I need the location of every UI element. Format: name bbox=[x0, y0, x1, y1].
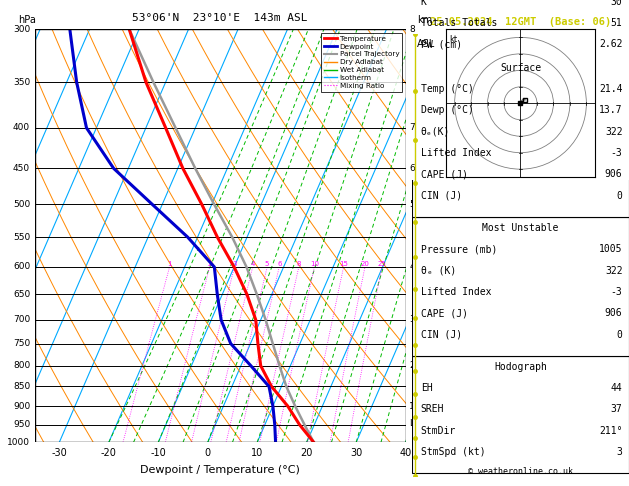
Text: 21.4: 21.4 bbox=[599, 84, 623, 94]
Legend: Temperature, Dewpoint, Parcel Trajectory, Dry Adiabat, Wet Adiabat, Isotherm, Mi: Temperature, Dewpoint, Parcel Trajectory… bbox=[321, 33, 402, 92]
Text: 30: 30 bbox=[350, 449, 362, 458]
Text: ASL: ASL bbox=[417, 39, 435, 50]
Text: -3: -3 bbox=[611, 287, 623, 297]
Text: 40: 40 bbox=[399, 449, 412, 458]
Text: 3: 3 bbox=[409, 315, 415, 324]
Text: 10: 10 bbox=[251, 449, 264, 458]
Text: 1000: 1000 bbox=[7, 438, 30, 447]
Bar bbox=[412, 356, 629, 473]
Text: Dewpoint / Temperature (°C): Dewpoint / Temperature (°C) bbox=[140, 465, 300, 475]
Text: 7: 7 bbox=[409, 123, 415, 132]
Text: km: km bbox=[417, 15, 432, 25]
Text: 300: 300 bbox=[13, 25, 30, 34]
Text: 51: 51 bbox=[611, 18, 623, 28]
Text: 650: 650 bbox=[13, 290, 30, 299]
Text: -30: -30 bbox=[52, 449, 67, 458]
Text: 53°06'N  23°10'E  143m ASL: 53°06'N 23°10'E 143m ASL bbox=[132, 13, 308, 23]
Text: CIN (J): CIN (J) bbox=[421, 330, 462, 340]
Text: StmDir: StmDir bbox=[421, 426, 456, 435]
Text: 2: 2 bbox=[409, 361, 415, 370]
Text: Lifted Index: Lifted Index bbox=[421, 287, 491, 297]
Text: Dewp (°C): Dewp (°C) bbox=[421, 105, 474, 116]
Bar bbox=[412, 217, 629, 356]
Text: 500: 500 bbox=[13, 200, 30, 209]
Text: 5: 5 bbox=[265, 261, 269, 267]
Text: 20: 20 bbox=[301, 449, 313, 458]
Text: Totals Totals: Totals Totals bbox=[421, 18, 497, 28]
Text: 322: 322 bbox=[605, 127, 623, 137]
Text: 3: 3 bbox=[616, 447, 623, 457]
Text: 211°: 211° bbox=[599, 426, 623, 435]
Text: 25: 25 bbox=[377, 261, 386, 267]
Text: Mixing Ratio (g/kg): Mixing Ratio (g/kg) bbox=[435, 193, 443, 278]
Text: 350: 350 bbox=[13, 78, 30, 87]
Text: 450: 450 bbox=[13, 164, 30, 173]
Text: 5: 5 bbox=[409, 200, 415, 209]
Text: CAPE (J): CAPE (J) bbox=[421, 170, 468, 179]
Text: kt: kt bbox=[449, 35, 457, 44]
Text: 6: 6 bbox=[277, 261, 282, 267]
Bar bbox=[412, 57, 629, 217]
Text: 0: 0 bbox=[204, 449, 211, 458]
Text: -20: -20 bbox=[101, 449, 117, 458]
Text: 4: 4 bbox=[409, 262, 415, 272]
Text: EH: EH bbox=[421, 383, 432, 393]
Text: CIN (J): CIN (J) bbox=[421, 191, 462, 201]
Text: 3: 3 bbox=[232, 261, 237, 267]
Text: 800: 800 bbox=[13, 361, 30, 370]
Text: 950: 950 bbox=[13, 420, 30, 429]
Text: 30: 30 bbox=[611, 0, 623, 7]
Text: © weatheronline.co.uk: © weatheronline.co.uk bbox=[468, 467, 573, 476]
Text: 600: 600 bbox=[13, 262, 30, 272]
Text: 0: 0 bbox=[616, 330, 623, 340]
Text: 750: 750 bbox=[13, 339, 30, 348]
Text: -3: -3 bbox=[611, 148, 623, 158]
Text: Pressure (mb): Pressure (mb) bbox=[421, 244, 497, 254]
Text: 44: 44 bbox=[611, 383, 623, 393]
Text: 1: 1 bbox=[167, 261, 172, 267]
Text: 8: 8 bbox=[297, 261, 301, 267]
Text: 20: 20 bbox=[360, 261, 369, 267]
Text: 906: 906 bbox=[605, 170, 623, 179]
Text: Temp (°C): Temp (°C) bbox=[421, 84, 474, 94]
Text: Lifted Index: Lifted Index bbox=[421, 148, 491, 158]
Text: Most Unstable: Most Unstable bbox=[482, 223, 559, 233]
Text: 850: 850 bbox=[13, 382, 30, 391]
Text: 0: 0 bbox=[616, 191, 623, 201]
Text: CAPE (J): CAPE (J) bbox=[421, 308, 468, 318]
Text: 37: 37 bbox=[611, 404, 623, 414]
Text: 10: 10 bbox=[310, 261, 319, 267]
Text: K: K bbox=[421, 0, 426, 7]
Text: hPa: hPa bbox=[18, 15, 36, 25]
Text: 6: 6 bbox=[409, 164, 415, 173]
Text: 13.7: 13.7 bbox=[599, 105, 623, 116]
Text: StmSpd (kt): StmSpd (kt) bbox=[421, 447, 486, 457]
Text: 906: 906 bbox=[605, 308, 623, 318]
Text: -10: -10 bbox=[150, 449, 166, 458]
Text: 8: 8 bbox=[409, 25, 415, 34]
Text: 700: 700 bbox=[13, 315, 30, 324]
Text: Surface: Surface bbox=[500, 63, 541, 73]
Text: 25.05.2024  12GMT  (Base: 06): 25.05.2024 12GMT (Base: 06) bbox=[430, 17, 611, 27]
Text: θₑ(K): θₑ(K) bbox=[421, 127, 450, 137]
Text: Hodograph: Hodograph bbox=[494, 362, 547, 372]
Text: PW (cm): PW (cm) bbox=[421, 39, 462, 49]
Text: 1005: 1005 bbox=[599, 244, 623, 254]
Text: 400: 400 bbox=[13, 123, 30, 132]
Text: 900: 900 bbox=[13, 401, 30, 411]
Text: SREH: SREH bbox=[421, 404, 444, 414]
Text: 4: 4 bbox=[250, 261, 255, 267]
Text: 550: 550 bbox=[13, 233, 30, 242]
Text: 15: 15 bbox=[339, 261, 348, 267]
Bar bbox=[412, 0, 629, 57]
Text: 2: 2 bbox=[208, 261, 212, 267]
Text: θₑ (K): θₑ (K) bbox=[421, 265, 456, 276]
Text: 1: 1 bbox=[409, 401, 415, 411]
Text: LCL: LCL bbox=[409, 419, 426, 429]
Text: 2.62: 2.62 bbox=[599, 39, 623, 49]
Text: 322: 322 bbox=[605, 265, 623, 276]
